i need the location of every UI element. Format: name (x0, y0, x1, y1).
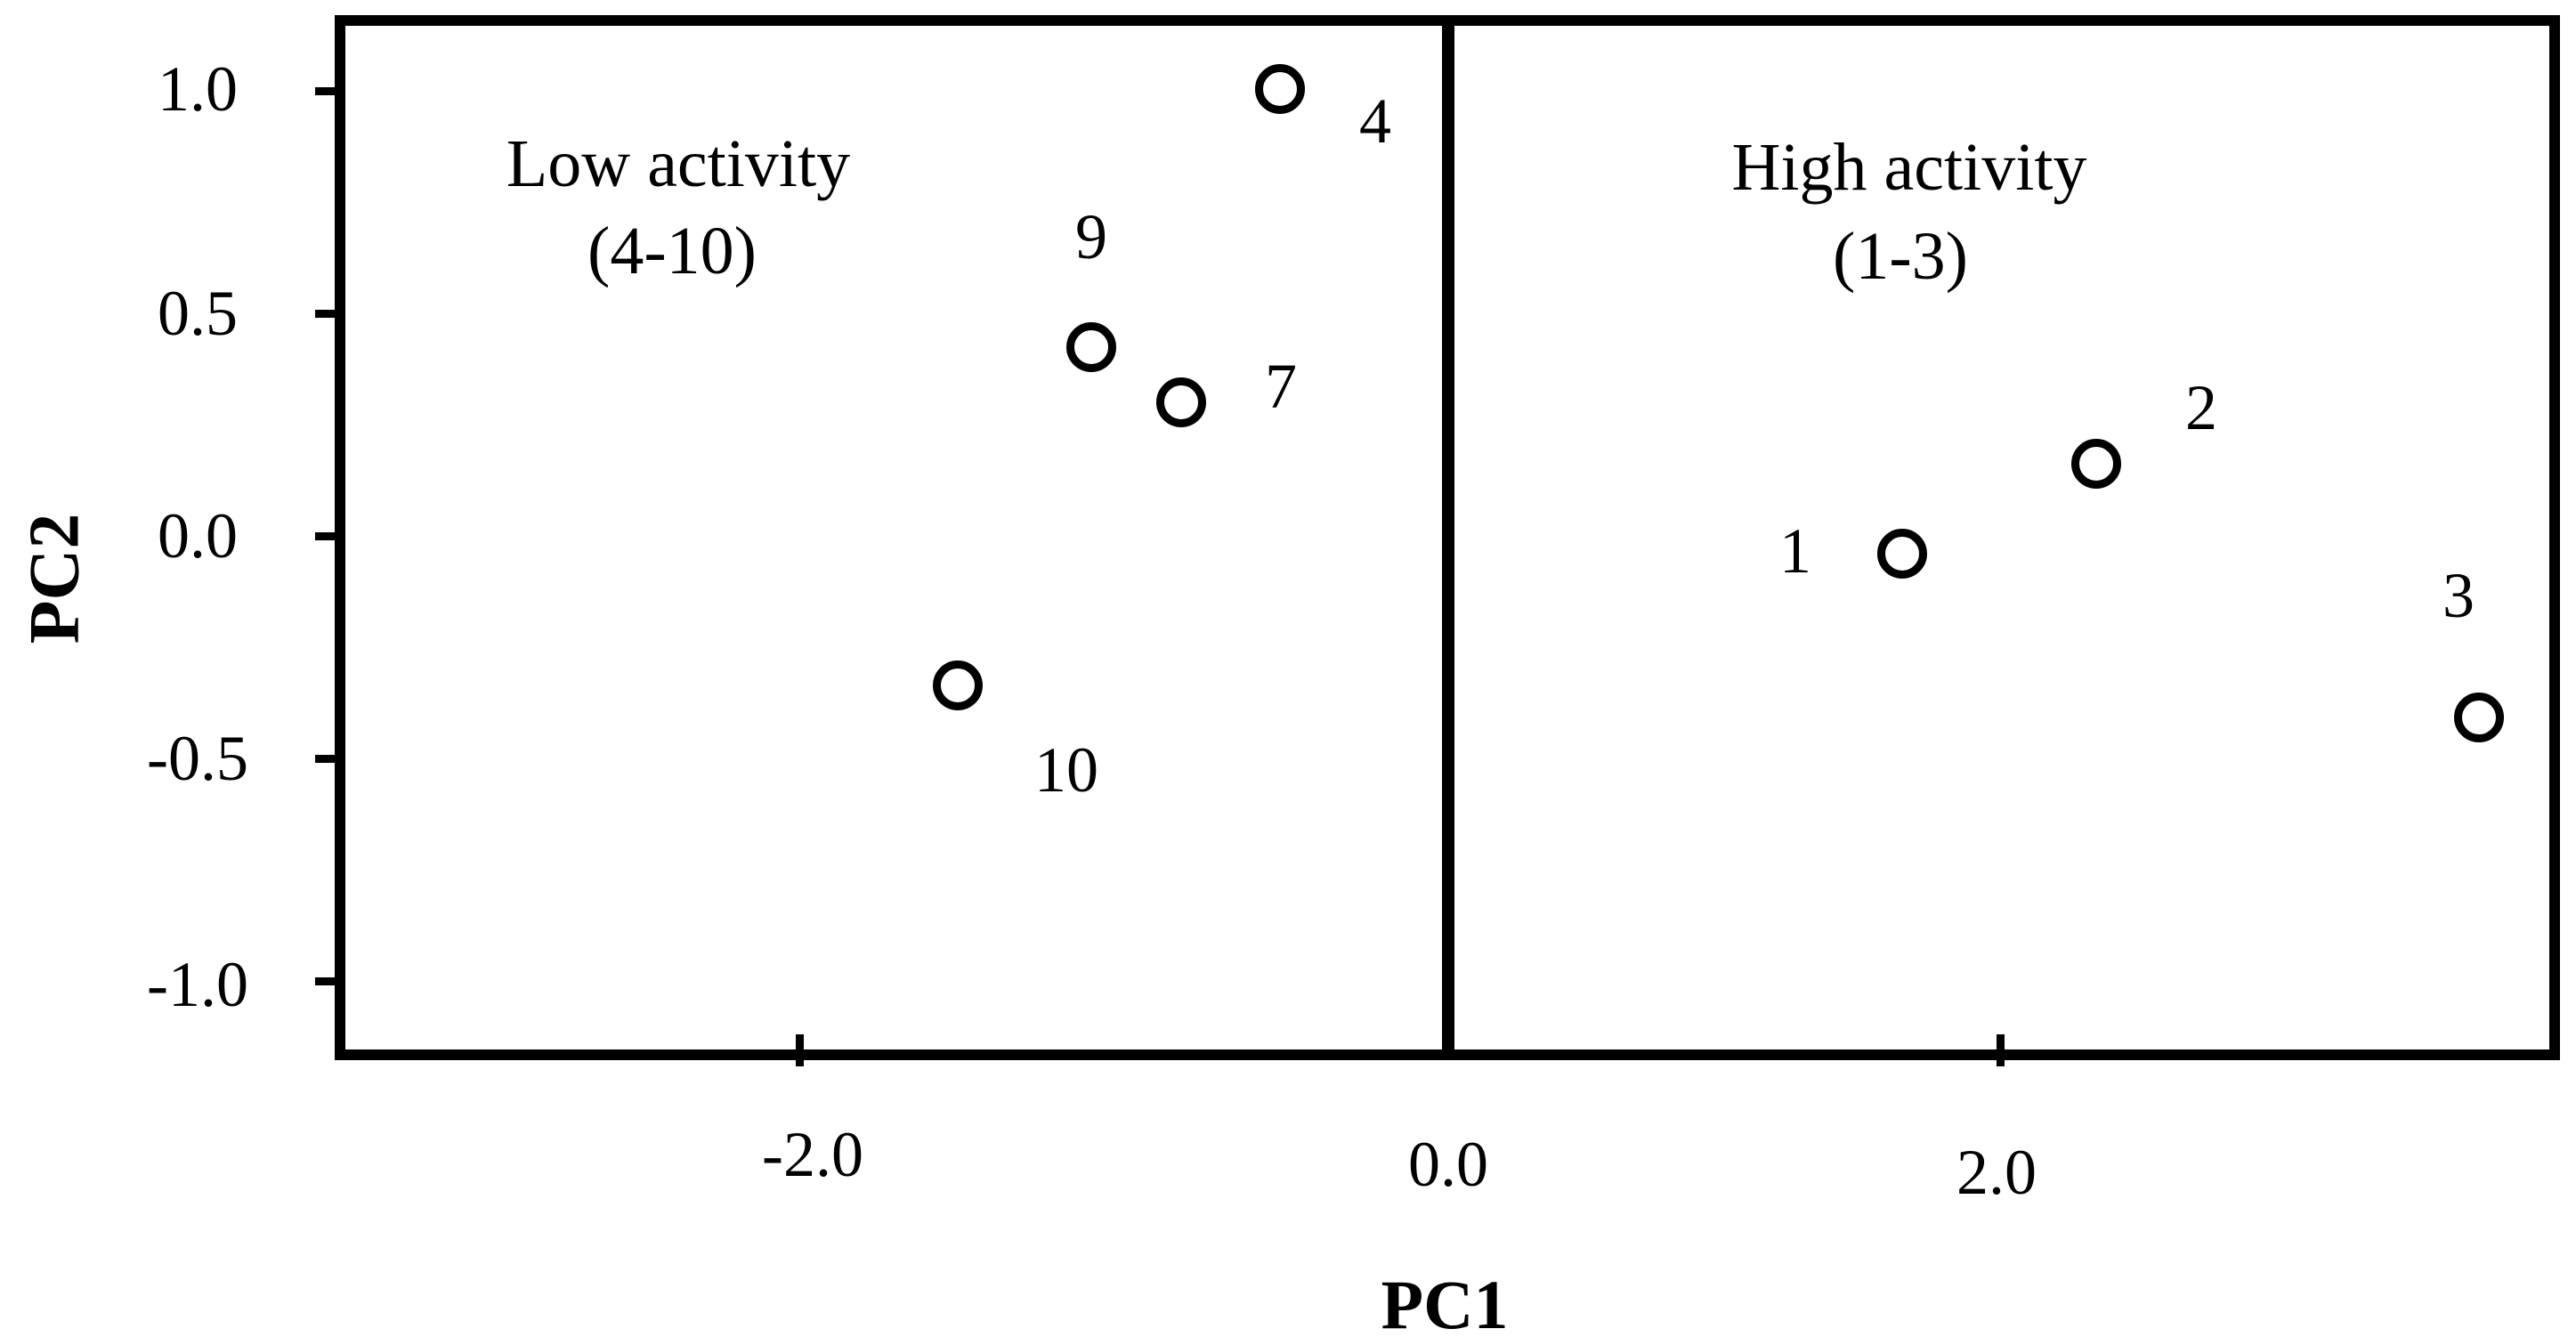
y-axis-title: PC2 (15, 513, 94, 644)
x-axis-tick-label: -2.0 (762, 1119, 863, 1190)
data-point-circle (2454, 693, 2504, 742)
data-point-circle (1255, 64, 1305, 114)
data-point-label: 10 (1034, 734, 1098, 806)
y-axis-tick (315, 532, 336, 540)
region-label-low-line1: Low activity (506, 126, 851, 201)
data-point-label: 2 (2185, 372, 2217, 443)
center-divider-line (1442, 15, 1454, 1060)
x-axis-tick (796, 1034, 804, 1066)
data-point-circle (2071, 439, 2121, 489)
data-point-circle (1877, 529, 1927, 579)
region-label-low-line2: (4-10) (587, 214, 757, 288)
data-point-label: 4 (1359, 85, 1391, 157)
data-point-label: 9 (1075, 201, 1107, 272)
x-axis-tick (1997, 1034, 2005, 1066)
data-point-label: 3 (2442, 560, 2475, 631)
x-axis-title: PC1 (1381, 1266, 1509, 1337)
x-axis-tick-label: 2.0 (1956, 1137, 2037, 1208)
y-axis-tick-label: 0.5 (158, 278, 238, 349)
y-axis-tick-label: -0.5 (147, 723, 248, 794)
y-axis-tick-label: 0.0 (158, 500, 238, 571)
data-point-circle (1156, 377, 1206, 427)
y-axis-tick-label: 1.0 (158, 53, 238, 125)
y-axis-tick (315, 755, 336, 763)
y-axis-tick-label: -1.0 (147, 949, 248, 1020)
data-point-circle (1066, 322, 1116, 372)
region-label-high-line1: High activity (1731, 130, 2087, 205)
region-label-high-line2: (1-3) (1833, 219, 1968, 294)
data-point-label: 7 (1265, 351, 1297, 422)
data-point-label: 1 (1779, 515, 1811, 587)
y-axis-tick (315, 310, 336, 318)
x-axis-tick-label: 0.0 (1408, 1129, 1488, 1200)
data-point-circle (933, 660, 983, 710)
y-axis-tick (315, 87, 336, 95)
y-axis-tick (315, 977, 336, 985)
